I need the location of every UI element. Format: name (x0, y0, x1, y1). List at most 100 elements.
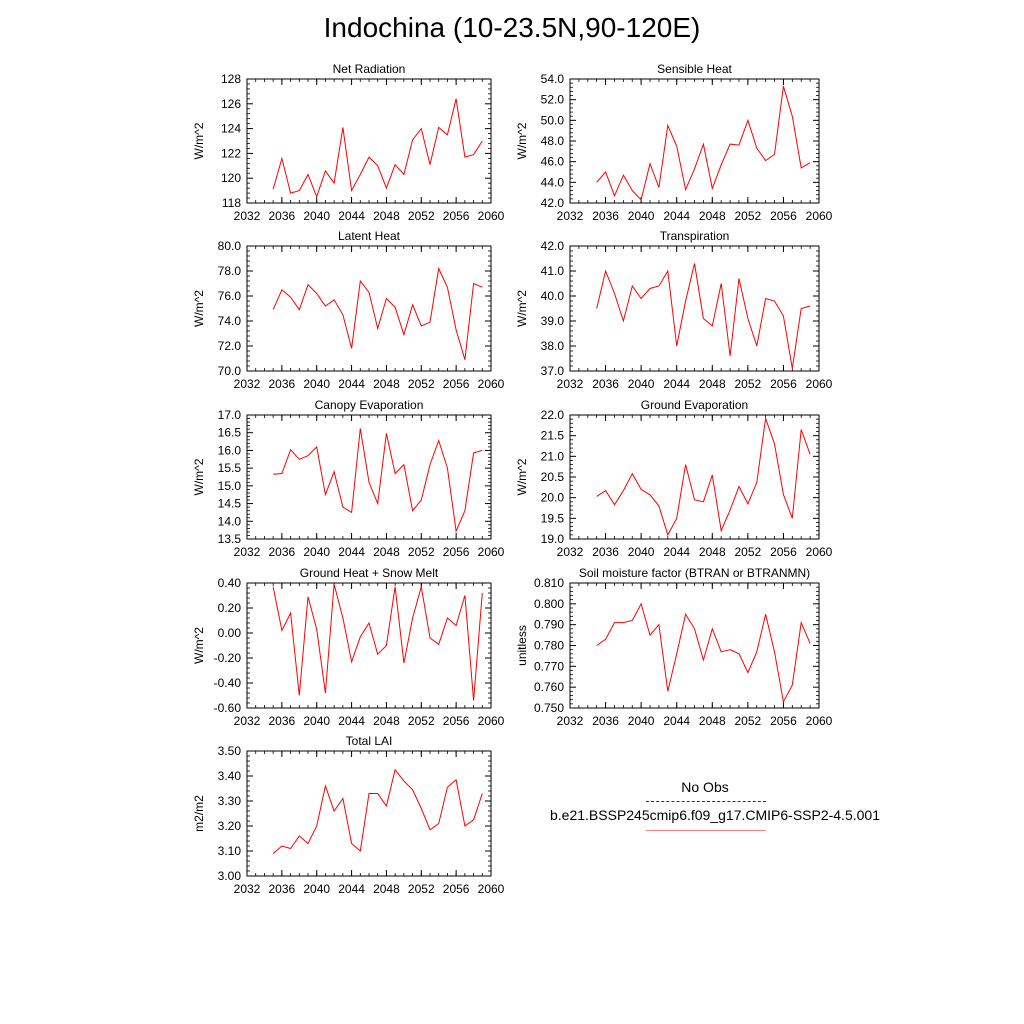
x-tick-label: 2036 (269, 882, 296, 896)
y-tick-label: 78.0 (218, 264, 242, 278)
x-tick-label: 2032 (234, 209, 261, 223)
y-tick-label: 46.0 (541, 155, 565, 169)
series-line (596, 418, 811, 537)
plot-frame (246, 245, 492, 372)
y-tick-label: 13.5 (218, 532, 242, 546)
x-tick-label: 2048 (373, 377, 400, 391)
y-tick-label: 17.0 (218, 408, 242, 422)
x-tick-label: 2060 (478, 377, 505, 391)
x-tick-label: 2052 (408, 882, 435, 896)
panel-title: Ground Heat + Snow Melt (300, 566, 439, 580)
y-tick-label: 3.50 (218, 744, 242, 758)
y-axis-label: W/m^2 (515, 290, 529, 327)
x-tick-label: 2056 (770, 714, 797, 728)
x-tick-label: 2032 (234, 714, 261, 728)
y-tick-label: 50.0 (541, 113, 565, 127)
x-tick-label: 2044 (663, 545, 690, 559)
y-tick-label: -0.60 (214, 701, 242, 715)
x-tick-label: 2032 (557, 714, 584, 728)
chart-panel: 2032 2036 2040 2044 2048 2052 2056 2060 -0.60 -0.… (192, 566, 505, 728)
series-line (272, 584, 483, 701)
panel-title: Ground Evaporation (641, 398, 748, 412)
series-line (272, 768, 483, 854)
x-tick-label: 2032 (234, 545, 261, 559)
x-tick-label: 2040 (303, 882, 330, 896)
y-tick-label: 19.0 (541, 532, 565, 546)
y-tick-label: 70.0 (218, 364, 242, 378)
panel-title: Soil moisture factor (BTRAN or BTRANMN) (579, 566, 810, 580)
y-tick-label: 48.0 (541, 134, 565, 148)
legend-label-model-run: b.e21.BSSP245cmip6.f09_g17.CMIP6-SSP2-4.… (550, 807, 880, 823)
y-axis-label: W/m^2 (192, 122, 206, 159)
x-tick-label: 2052 (408, 714, 435, 728)
x-tick-label: 2032 (234, 377, 261, 391)
y-tick-label: 124 (221, 122, 241, 136)
legend-line-no-obs (646, 801, 766, 802)
y-tick-label: 16.5 (218, 426, 242, 440)
panel-title: Transpiration (660, 229, 730, 243)
legend-label-no-obs: No Obs (681, 779, 729, 795)
y-tick-label: 21.5 (541, 429, 565, 443)
x-tick-label: 2044 (338, 882, 365, 896)
x-tick-label: 2048 (699, 545, 726, 559)
x-tick-label: 2048 (699, 209, 726, 223)
plot-frame (246, 750, 492, 877)
series-line (273, 428, 483, 534)
y-axis-label: W/m^2 (192, 290, 206, 327)
x-tick-label: 2048 (373, 545, 400, 559)
x-tick-label: 2036 (592, 545, 619, 559)
y-axis-label: W/m^2 (515, 122, 529, 159)
y-tick-label: 76.0 (218, 289, 242, 303)
x-tick-label: 2056 (770, 209, 797, 223)
x-tick-label: 2044 (663, 714, 690, 728)
x-tick-label: 2040 (303, 714, 330, 728)
series-line (596, 602, 811, 704)
x-tick-label: 2060 (806, 209, 833, 223)
figure-title: Indochina (10-23.5N,90-120E) (323, 12, 701, 43)
y-tick-label: 126 (221, 97, 241, 111)
panel-title: Net Radiation (333, 62, 406, 76)
x-tick-label: 2056 (770, 377, 797, 391)
x-tick-label: 2036 (592, 209, 619, 223)
y-tick-label: 128 (221, 72, 241, 86)
y-axis-label: unitless (515, 625, 529, 666)
y-tick-label: 118 (222, 196, 241, 210)
x-tick-label: 2032 (557, 545, 584, 559)
x-tick-label: 2060 (806, 377, 833, 391)
x-tick-label: 2044 (338, 377, 365, 391)
x-tick-label: 2052 (408, 209, 435, 223)
chart-panel: 2032 2036 2040 2044 2048 2052 2056 2060 0.750 0.7… (515, 566, 833, 728)
chart-panel: 2032 2036 2040 2044 2048 2052 2056 2060 37.0 38.0… (515, 229, 833, 391)
y-tick-label: 72.0 (218, 339, 242, 353)
y-tick-label: -0.40 (214, 676, 242, 690)
series-line (596, 263, 811, 369)
chart-panel: 2032 2036 2040 2044 2048 2052 2056 2060 19.0 19.5… (515, 398, 833, 559)
x-tick-label: 2040 (303, 545, 330, 559)
y-tick-label: 21.0 (541, 449, 565, 463)
y-tick-label: 42.0 (541, 196, 565, 210)
y-tick-label: 122 (221, 146, 241, 160)
panel-title: Canopy Evaporation (315, 398, 424, 412)
x-tick-label: 2056 (443, 714, 470, 728)
x-tick-label: 2032 (234, 882, 261, 896)
x-tick-label: 2060 (478, 714, 505, 728)
legend-line-model-run (646, 830, 766, 831)
x-tick-label: 2036 (269, 545, 296, 559)
panel-title: Latent Heat (338, 229, 401, 243)
y-tick-label: 74.0 (218, 314, 242, 328)
y-tick-label: 3.00 (218, 869, 242, 883)
x-tick-label: 2060 (478, 209, 505, 223)
y-tick-label: 0.20 (218, 601, 242, 615)
series-line (596, 86, 811, 201)
x-tick-label: 2052 (735, 209, 762, 223)
x-tick-label: 2036 (592, 714, 619, 728)
y-tick-label: 52.0 (541, 93, 565, 107)
panel-title: Sensible Heat (657, 62, 732, 76)
panel-title: Total LAI (346, 734, 393, 748)
y-tick-label: 19.5 (541, 511, 565, 525)
x-tick-label: 2048 (373, 714, 400, 728)
x-tick-label: 2060 (806, 545, 833, 559)
x-tick-label: 2052 (735, 377, 762, 391)
x-tick-label: 2056 (443, 377, 470, 391)
y-axis-label: W/m^2 (192, 627, 206, 664)
